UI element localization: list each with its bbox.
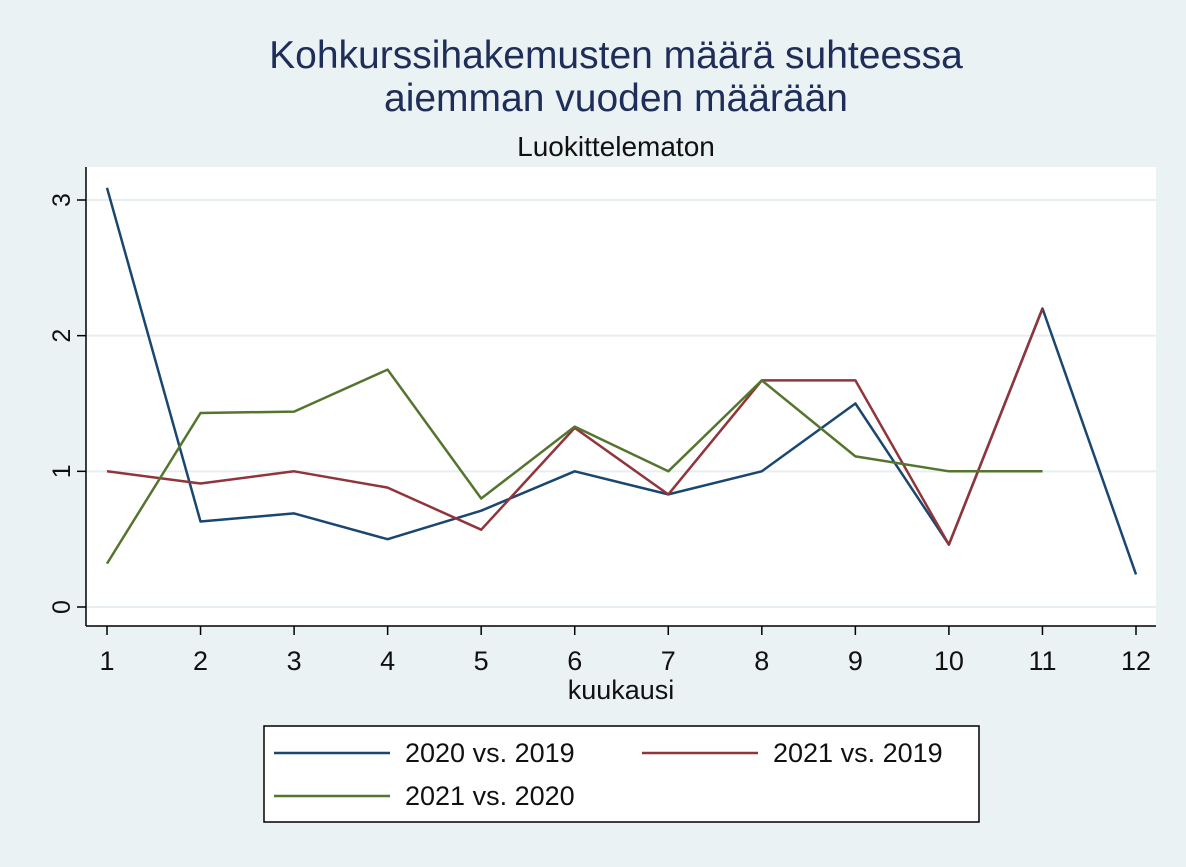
x-tick-label-11: 12 <box>1121 646 1151 676</box>
chart-subtitle: Luokittelematon <box>517 131 715 162</box>
y-tick-label-3: 3 <box>48 193 76 207</box>
chart-title-line-2: aiemman vuoden määrään <box>384 77 848 120</box>
y-tick-label-1: 1 <box>48 464 76 478</box>
x-tick-label-1: 2 <box>193 646 208 676</box>
x-tick-label-2: 3 <box>287 646 302 676</box>
gridlines <box>86 199 1156 608</box>
x-tick-label-0: 1 <box>99 646 114 676</box>
x-tick-label-5: 6 <box>567 646 582 676</box>
x-axis-title: kuukausi <box>568 675 675 705</box>
series-line-2 <box>105 368 1043 565</box>
legend: 2020 vs. 2019 2021 vs. 2019 2021 vs. 2020 <box>263 725 980 823</box>
legend-label-2: 2021 vs. 2020 <box>405 781 575 811</box>
legend-box <box>263 725 980 823</box>
legend-label-0: 2020 vs. 2019 <box>405 738 575 768</box>
x-tick-label-10: 11 <box>1028 646 1056 676</box>
series-lines <box>105 187 1138 575</box>
y-tick-label-2: 2 <box>48 329 76 343</box>
y-tick-label-0: 0 <box>48 600 76 614</box>
legend-items: 2020 vs. 2019 2021 vs. 2019 2021 vs. 2020 <box>274 738 943 811</box>
x-tick-label-6: 7 <box>661 646 676 676</box>
x-tick-label-8: 9 <box>848 646 863 676</box>
x-tick-label-9: 10 <box>934 646 964 676</box>
x-tick-label-3: 4 <box>380 646 395 676</box>
x-tick-label-7: 8 <box>754 646 769 676</box>
legend-label-1: 2021 vs. 2019 <box>773 738 943 768</box>
chart-title-line-1: Kohkurssihakemusten määrä suhteessa <box>269 34 963 77</box>
plot-area <box>86 167 1156 626</box>
x-tick-label-4: 5 <box>474 646 489 676</box>
